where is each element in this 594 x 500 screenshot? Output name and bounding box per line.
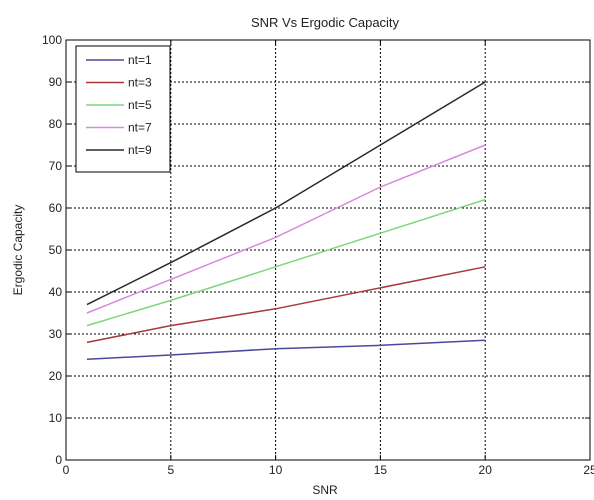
x-tick-label: 15 <box>374 463 388 477</box>
legend-items: nt=1 nt=3 nt=5 nt=7 nt=9 <box>86 53 152 157</box>
series-lines <box>86 81 486 360</box>
x-tick-label: 10 <box>269 463 283 477</box>
y-tick-label: 100 <box>42 33 62 47</box>
y-tick-label: 40 <box>49 285 63 299</box>
legend-label: nt=3 <box>128 76 152 90</box>
series-line-nt-3 <box>86 266 486 344</box>
y-tick-label: 20 <box>49 369 63 383</box>
y-tick-label: 60 <box>49 201 63 215</box>
y-tick-label: 0 <box>55 453 62 467</box>
x-tick-label: 0 <box>63 463 70 477</box>
legend-label: nt=9 <box>128 143 152 157</box>
x-tick-label: 5 <box>167 463 174 477</box>
ticks: 0 5 10 15 20 25 0 10 20 30 40 50 60 70 80 90 100 <box>42 33 594 477</box>
y-tick-label: 50 <box>49 243 63 257</box>
y-tick-label: 90 <box>49 75 63 89</box>
x-axis-title: SNR <box>312 483 338 497</box>
y-tick-label: 70 <box>49 159 63 173</box>
y-tick-label: 10 <box>49 411 63 425</box>
legend-label: nt=7 <box>128 121 152 135</box>
x-tick-label: 20 <box>479 463 493 477</box>
series-line-nt-1 <box>86 339 486 360</box>
series-line-nt-7 <box>86 144 486 314</box>
series-line-nt-5 <box>86 198 486 327</box>
y-tick-label: 80 <box>49 117 63 131</box>
x-tick-label: 25 <box>583 463 594 477</box>
legend-label: nt=1 <box>128 53 152 67</box>
legend-label: nt=5 <box>128 98 152 112</box>
legend-box <box>75 45 171 173</box>
y-axis-title: Ergodic Capacity <box>11 205 25 296</box>
legend: nt=1 nt=3 nt=5 nt=7 nt=9 <box>75 45 171 173</box>
chart-title: SNR Vs Ergodic Capacity <box>251 15 400 30</box>
y-tick-label: 30 <box>49 327 63 341</box>
series-line-nt-9 <box>86 81 486 306</box>
